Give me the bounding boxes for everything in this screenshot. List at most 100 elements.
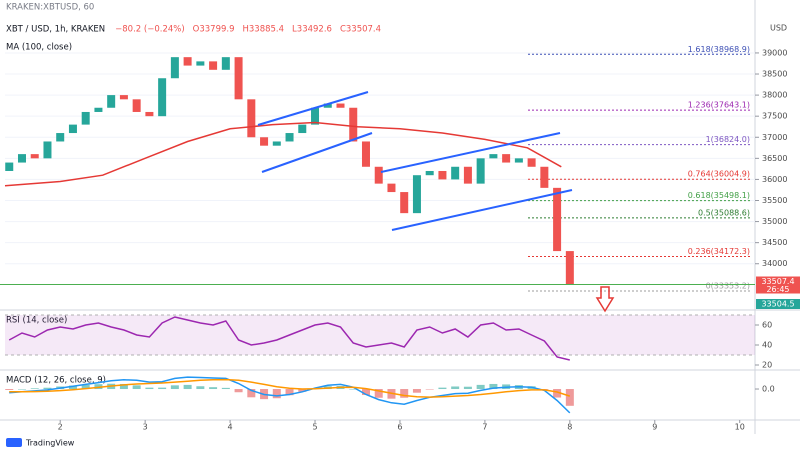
candle bbox=[425, 170, 434, 176]
histogram-bar bbox=[145, 387, 154, 390]
candle bbox=[5, 162, 14, 171]
histogram-bar bbox=[438, 387, 447, 390]
x-tick-label: 10 bbox=[735, 423, 745, 432]
histogram-bar bbox=[565, 389, 574, 406]
histogram-bar bbox=[489, 383, 498, 390]
fib-label: 0(33353.2) bbox=[706, 282, 750, 291]
histogram-bar bbox=[234, 389, 243, 393]
trend-line bbox=[261, 132, 373, 173]
candle bbox=[553, 187, 562, 252]
y-tick-label: 39000 bbox=[762, 48, 787, 57]
histogram-bar bbox=[349, 389, 358, 390]
candle bbox=[438, 170, 447, 180]
candle bbox=[361, 141, 370, 167]
pane-title: MACD (12, 26, close, 9) bbox=[6, 376, 106, 386]
footer: TradingView bbox=[25, 439, 75, 448]
x-tick-label: 6 bbox=[397, 423, 402, 432]
candle bbox=[81, 111, 90, 125]
x-tick-label: 8 bbox=[567, 423, 572, 432]
histogram-bar bbox=[196, 386, 205, 390]
candle bbox=[132, 99, 141, 112]
ohlc-value: O33799.9 bbox=[193, 25, 235, 35]
histogram-bar bbox=[68, 385, 77, 390]
y-tick-label: 20 bbox=[762, 361, 772, 370]
candle bbox=[451, 166, 460, 180]
y-tick-label: 0.0 bbox=[762, 385, 775, 394]
candle bbox=[43, 141, 52, 159]
y-tick-label: 34000 bbox=[762, 259, 787, 268]
candle bbox=[170, 57, 179, 79]
trend-line bbox=[391, 189, 573, 231]
countdown: 26:45 bbox=[766, 285, 789, 294]
histogram-bar bbox=[553, 389, 562, 398]
bid-box bbox=[756, 299, 800, 309]
histogram-bar bbox=[298, 389, 307, 392]
candle bbox=[527, 158, 536, 167]
candle bbox=[234, 57, 243, 100]
x-tick-label: 2 bbox=[58, 423, 63, 432]
candle bbox=[221, 57, 230, 70]
histogram-bar bbox=[183, 384, 192, 390]
histogram-bar bbox=[285, 389, 294, 396]
bid-price: 33504.5 bbox=[761, 300, 794, 309]
candle bbox=[502, 154, 511, 163]
trend-line bbox=[380, 132, 561, 173]
candle bbox=[412, 175, 421, 214]
ohlc-value: C33507.4 bbox=[340, 25, 381, 35]
rsi-band bbox=[5, 315, 755, 355]
candle bbox=[17, 154, 26, 163]
candle bbox=[400, 192, 409, 214]
histogram-bar bbox=[158, 387, 167, 390]
candle bbox=[158, 78, 167, 117]
indicator-label: MA (100, close) bbox=[6, 43, 72, 53]
candle bbox=[336, 103, 345, 108]
candle bbox=[463, 166, 472, 184]
down-arrow bbox=[595, 286, 615, 313]
histogram-bar bbox=[81, 384, 90, 390]
x-tick-label: 9 bbox=[652, 423, 657, 432]
histogram-bar bbox=[209, 387, 218, 390]
candle bbox=[30, 154, 39, 159]
candle bbox=[349, 107, 358, 142]
histogram-bar bbox=[412, 389, 421, 393]
histogram-bar bbox=[5, 389, 14, 390]
plot-layer: 34000 34500 35000 35500 36000 36500 37000 37500… bbox=[0, 45, 800, 432]
candle bbox=[68, 124, 77, 134]
x-tick-label: 5 bbox=[312, 423, 317, 432]
candle bbox=[285, 133, 294, 142]
candle bbox=[540, 166, 549, 188]
histogram-bar bbox=[221, 387, 230, 390]
fib-label: 0.618(35498.1) bbox=[688, 191, 750, 200]
price-change: −80.2 (−0.24%) bbox=[115, 25, 185, 35]
line-series bbox=[8, 316, 570, 361]
candle bbox=[387, 183, 396, 193]
symbol-line: KRAKEN:XBTUSD, 60 bbox=[6, 3, 94, 13]
candle bbox=[145, 111, 154, 117]
candle bbox=[247, 99, 256, 138]
fib-label: 1.618(38968.9) bbox=[688, 45, 750, 54]
candle bbox=[183, 57, 192, 66]
candle bbox=[94, 107, 103, 112]
histogram-bar bbox=[132, 385, 141, 390]
histogram-bar bbox=[400, 389, 409, 398]
candle bbox=[565, 251, 574, 285]
y-tick-label: 40 bbox=[762, 341, 772, 350]
y-tick-label: 36500 bbox=[762, 154, 787, 163]
histogram-bar bbox=[463, 386, 472, 390]
candle bbox=[514, 158, 523, 163]
histogram-bar bbox=[476, 384, 485, 390]
y-tick-label: 37500 bbox=[762, 112, 787, 121]
price-box bbox=[756, 276, 800, 294]
pane-title: RSI (14, close) bbox=[6, 316, 67, 326]
candle bbox=[107, 95, 116, 108]
histogram-bar bbox=[425, 389, 434, 390]
x-tick-label: 4 bbox=[228, 423, 233, 432]
candle bbox=[196, 61, 205, 66]
histogram-bar bbox=[170, 385, 179, 390]
header-title: XBT / USD, 1h, KRAKEN bbox=[6, 25, 105, 35]
candle bbox=[311, 107, 320, 125]
histogram-bar bbox=[247, 389, 256, 398]
last-price: 33507.4 bbox=[761, 277, 794, 286]
histogram-bar bbox=[451, 386, 460, 390]
